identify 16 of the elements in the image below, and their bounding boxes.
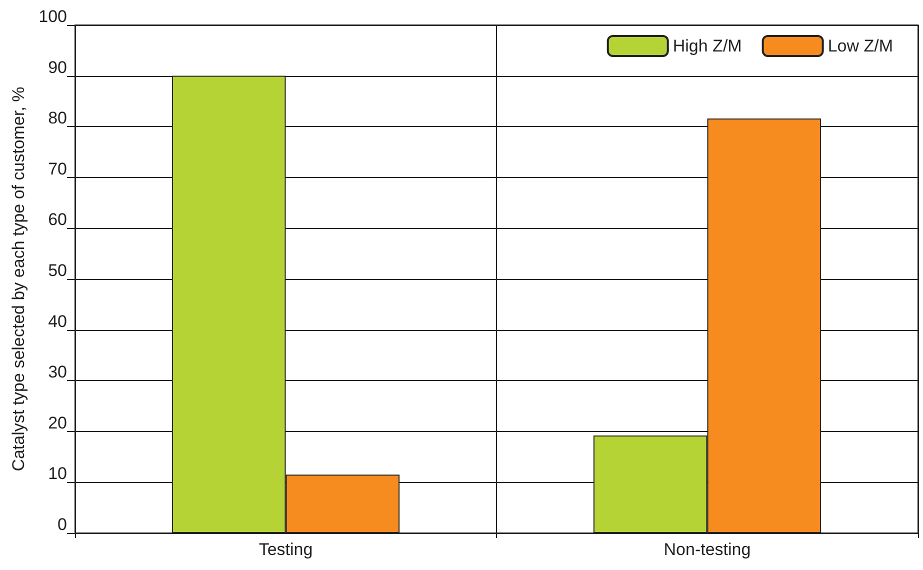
y-tick-label: 70 [48, 159, 67, 178]
legend-label: Low Z/M [828, 36, 894, 56]
y-tick-label: 0 [58, 515, 67, 534]
y-tick-label: 60 [48, 210, 67, 230]
y-tick-label: 30 [48, 362, 67, 382]
y-tick-label: 100 [38, 7, 67, 26]
y-tick-label: 10 [48, 464, 67, 484]
y-tick-label: 20 [48, 413, 67, 432]
x-tick-label: Testing [258, 540, 313, 559]
y-tick-label: 80 [48, 108, 67, 128]
legend-label: High Z/M [672, 36, 742, 56]
y-tick-label: 90 [48, 58, 67, 77]
x-tick-label: Non-testing [664, 540, 751, 559]
y-tick-label: 40 [48, 312, 67, 331]
y-tick-label: 50 [48, 261, 67, 280]
y-axis-title: Catalyst type selected by each type of customer, % [9, 86, 28, 472]
